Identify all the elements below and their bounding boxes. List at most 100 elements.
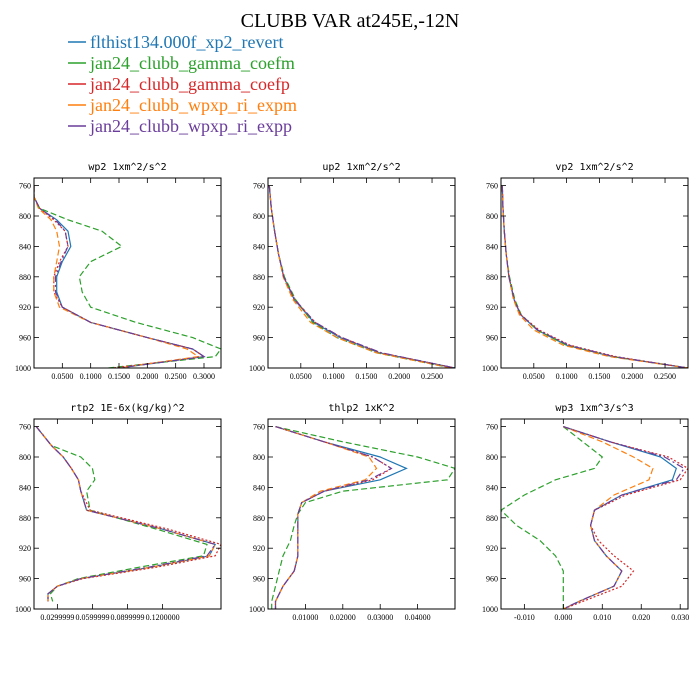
- series-line: [274, 426, 393, 609]
- y-tick-label: 840: [253, 483, 265, 492]
- y-tick-label: 840: [253, 242, 265, 251]
- panels: wp2 1xm^2/s^2 760 800 840 880 920 960 1000 0.050…: [15, 162, 689, 622]
- series-line: [268, 185, 455, 368]
- legend: flthist134.000f_xp2_revertjan24_clubb_ga…: [68, 32, 297, 136]
- y-tick-label: 960: [486, 575, 498, 584]
- y-tick-label: 960: [253, 334, 265, 343]
- series-line: [268, 185, 452, 368]
- y-tick-label: 800: [486, 453, 498, 462]
- x-tick-label: 0.01000: [292, 613, 318, 622]
- panel-title: wp3 1xm^3/s^3: [555, 403, 633, 414]
- y-tick-label: 1000: [15, 364, 31, 373]
- y-tick-label: 920: [253, 544, 265, 553]
- x-tick-label: 0.2000: [621, 372, 643, 381]
- y-tick-label: 800: [19, 212, 31, 221]
- x-tick-label: 0.2500: [165, 372, 187, 381]
- legend-label: jan24_clubb_gamma_coefm: [89, 53, 295, 73]
- legend-item: jan24_clubb_gamma_coefp: [68, 74, 290, 94]
- x-tick-label: 0.1000: [80, 372, 102, 381]
- x-tick-label: 0.010: [593, 613, 611, 622]
- y-tick-label: 1000: [249, 364, 265, 373]
- series-line: [274, 426, 393, 609]
- x-tick-label: 0.0500: [290, 372, 312, 381]
- x-tick-label: 0.1000: [556, 372, 578, 381]
- y-tick-label: 920: [486, 544, 498, 553]
- y-tick-label: 760: [253, 423, 265, 432]
- x-tick-label: 0.0599999: [75, 613, 109, 622]
- series-line: [35, 426, 217, 602]
- series-line: [35, 426, 217, 602]
- y-tick-label: 1000: [249, 605, 265, 614]
- x-tick-label: 0.0899999: [111, 613, 145, 622]
- y-tick-label: 840: [486, 483, 498, 492]
- series-line: [268, 185, 455, 368]
- y-tick-label: 880: [486, 514, 498, 523]
- panel-2: up2 1xm^2/s^2 760 800 840 880 920 960 1000 0.050…: [249, 162, 456, 381]
- y-tick-label: 760: [19, 182, 31, 191]
- series-line: [34, 185, 206, 368]
- y-tick-label: 880: [253, 514, 265, 523]
- series-line: [501, 185, 688, 368]
- series-line: [35, 426, 217, 602]
- panel-3: vp2 1xm^2/s^2 760 800 840 880 920 960 1000 0.050…: [482, 162, 689, 381]
- legend-label: jan24_clubb_wpxp_ri_expp: [89, 116, 292, 136]
- plot-frame: [267, 177, 456, 369]
- plot-frame: [500, 418, 689, 610]
- x-tick-label: 0.03000: [367, 613, 393, 622]
- panel-title: vp2 1xm^2/s^2: [555, 162, 633, 173]
- legend-item: jan24_clubb_wpxp_ri_expp: [68, 116, 292, 136]
- x-tick-label: 0.0299999: [40, 613, 74, 622]
- panel-5: thlp2 1xK^2 760 800 840 880 920 960 1000 0.01000…: [249, 403, 456, 622]
- y-tick-label: 880: [19, 273, 31, 282]
- y-tick-label: 920: [19, 544, 31, 553]
- y-tick-label: 1000: [482, 605, 498, 614]
- y-tick-label: 960: [19, 575, 31, 584]
- y-tick-label: 1000: [482, 364, 498, 373]
- x-tick-label: 0.030: [671, 613, 689, 622]
- y-tick-label: 960: [486, 334, 498, 343]
- x-tick-label: 0.2500: [654, 372, 676, 381]
- x-tick-label: 0.02000: [330, 613, 356, 622]
- y-tick-label: 880: [486, 273, 498, 282]
- y-tick-label: 840: [486, 242, 498, 251]
- y-tick-label: 760: [486, 423, 498, 432]
- y-tick-label: 760: [253, 182, 265, 191]
- series-line: [274, 426, 378, 609]
- legend-item: jan24_clubb_wpxp_ri_expm: [68, 95, 297, 115]
- plot-frame: [267, 418, 456, 610]
- y-tick-label: 800: [253, 453, 265, 462]
- panel-title: rtp2 1E-6x(kg/kg)^2: [70, 403, 184, 414]
- x-tick-label: 0.0500: [51, 372, 73, 381]
- series-line: [268, 185, 455, 368]
- y-tick-label: 800: [19, 453, 31, 462]
- x-tick-label: 0.2000: [136, 372, 158, 381]
- y-tick-label: 840: [19, 483, 31, 492]
- legend-label: jan24_clubb_wpxp_ri_expm: [89, 95, 297, 115]
- x-tick-label: 0.1500: [355, 372, 377, 381]
- plot-frame: [33, 177, 222, 369]
- series-line: [501, 185, 688, 368]
- panel-title: thlp2 1xK^2: [328, 403, 394, 414]
- y-tick-label: 880: [19, 514, 31, 523]
- y-tick-label: 840: [19, 242, 31, 251]
- x-tick-label: 0.000: [554, 613, 572, 622]
- legend-item: flthist134.000f_xp2_revert: [68, 32, 283, 52]
- plot-frame: [33, 418, 222, 610]
- x-tick-label: 0.1200000: [146, 613, 180, 622]
- plot-frame: [500, 177, 689, 369]
- y-tick-label: 920: [486, 303, 498, 312]
- y-tick-label: 880: [253, 273, 265, 282]
- panel-1: wp2 1xm^2/s^2 760 800 840 880 920 960 1000 0.050…: [15, 162, 222, 381]
- figure-title: CLUBB VAR at245E,-12N: [241, 10, 460, 32]
- x-tick-label: 0.1500: [108, 372, 130, 381]
- y-tick-label: 920: [253, 303, 265, 312]
- panel-title: up2 1xm^2/s^2: [322, 162, 400, 173]
- series-line: [34, 185, 221, 368]
- x-tick-label: 0.0500: [523, 372, 545, 381]
- x-tick-label: 0.3000: [193, 372, 215, 381]
- series-line: [563, 426, 688, 609]
- panel-6: wp3 1xm^3/s^3 760 800 840 880 920 960 1000 -0.01…: [482, 403, 689, 622]
- x-tick-label: 0.1000: [323, 372, 345, 381]
- y-tick-label: 760: [19, 423, 31, 432]
- series-line: [274, 426, 408, 609]
